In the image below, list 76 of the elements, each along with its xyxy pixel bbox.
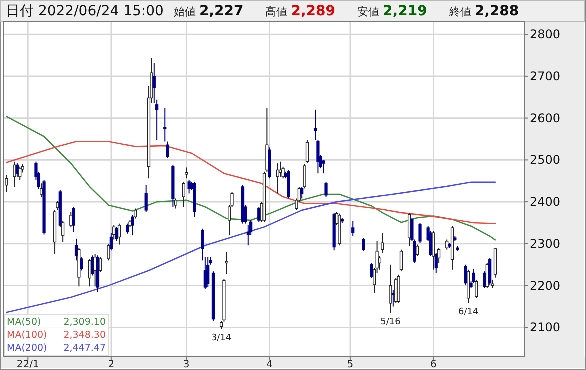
- candlestick: [131, 214, 134, 236]
- y-tick-label: 2400: [530, 195, 561, 210]
- annotation: 2,309.10: [64, 317, 106, 328]
- candlestick: [316, 140, 320, 174]
- candlestick: [99, 256, 102, 273]
- y-tick-label: 2700: [530, 69, 561, 84]
- candlestick: [56, 200, 60, 211]
- legend: MA(50) 2,309.10 MA(100) 2,348.30 MA(200) 2,447.47: [4, 314, 110, 356]
- candlestick: [381, 232, 384, 254]
- candlestick: [182, 181, 186, 208]
- x-tick-label: 3: [183, 360, 190, 370]
- candlestick: [418, 222, 422, 244]
- annotation: 2,447.47: [64, 343, 106, 354]
- y-tick-label: 2800: [530, 28, 561, 42]
- candlestick: [91, 255, 94, 276]
- candlestick: [438, 248, 441, 264]
- candlestick: [115, 226, 118, 242]
- candlestick: [174, 198, 178, 210]
- candlestick: [488, 258, 492, 286]
- candlestick: [300, 186, 304, 200]
- annotation: 6/14: [458, 307, 479, 318]
- candlestick: [362, 238, 366, 252]
- y-tick-label: 2500: [530, 153, 561, 168]
- text: 終値 2,288: [448, 4, 520, 20]
- x-tick-label: 22/1: [16, 360, 40, 370]
- candlestick: [483, 271, 486, 289]
- candlestick: [446, 239, 449, 250]
- candlestick: [107, 243, 110, 262]
- candlestick: [434, 252, 438, 274]
- candlestick: [225, 252, 228, 275]
- x-tick-label: 2: [108, 360, 115, 370]
- candlestick: [70, 212, 73, 228]
- candlestick: [314, 109, 318, 141]
- candlestick: [416, 244, 420, 257]
- candlestick: [134, 208, 138, 220]
- x-tick-label: 5: [347, 360, 354, 370]
- candlestick: [201, 228, 204, 262]
- annotation: 2,348.30: [64, 330, 106, 341]
- y-tick-label: 2600: [530, 111, 561, 126]
- text: 安値 2,219: [358, 4, 428, 20]
- candlestick: [164, 108, 167, 142]
- annotation: 5/16: [380, 317, 402, 328]
- candlestick: [110, 232, 113, 252]
- candlestick: [166, 141, 170, 160]
- candlestick: [324, 181, 328, 198]
- text: 始値 2,227: [174, 4, 244, 20]
- candlestick: [80, 256, 84, 272]
- candlestick: [475, 279, 478, 299]
- annotation: 3/14: [211, 333, 232, 344]
- candlestick: [5, 174, 8, 193]
- candlestick: [276, 163, 280, 194]
- candlestick: [206, 256, 210, 288]
- candlestick: [13, 161, 16, 188]
- candlestick: [303, 164, 306, 190]
- x-tick-label: 4: [266, 360, 274, 370]
- candlestick: [126, 223, 130, 234]
- candlestick: [389, 264, 392, 314]
- candlestick: [185, 167, 188, 180]
- candlestick: [72, 206, 76, 233]
- candlestick: [258, 206, 261, 223]
- text: 高値 2,289: [266, 4, 336, 20]
- x-tick-label: 6: [430, 360, 437, 370]
- candlestick: [392, 290, 395, 308]
- candlestick: [282, 166, 285, 180]
- candlestick: [118, 223, 122, 246]
- candlestick: [144, 184, 148, 213]
- candlestick: [306, 140, 310, 164]
- y-tick-label: 2100: [530, 320, 561, 335]
- candlestick: [400, 249, 404, 272]
- candlestick: [18, 166, 22, 181]
- candlestick: [62, 220, 65, 243]
- y-tick-label: 2200: [530, 278, 561, 293]
- y-tick-label: 2300: [530, 236, 561, 251]
- candlestick: [352, 220, 355, 237]
- candlestick: [432, 230, 436, 270]
- chart-title: 日付 2022/06/24 15:00: [6, 4, 164, 20]
